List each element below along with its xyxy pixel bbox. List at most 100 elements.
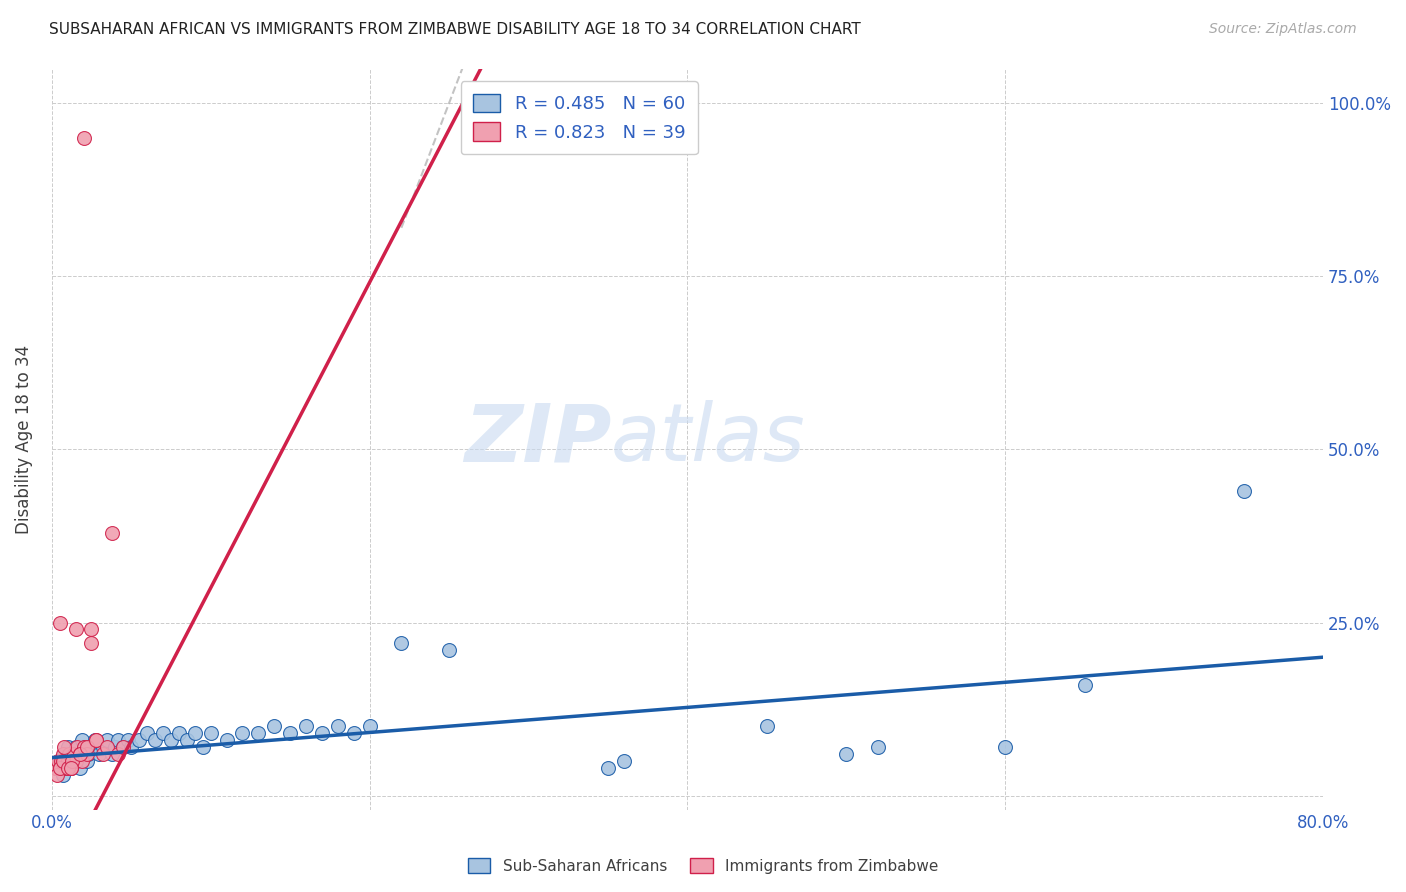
Point [58, 747, 80, 761]
Point [278, 726, 301, 740]
Point [51, 754, 73, 768]
Point [120, 740, 142, 755]
Point [72, 747, 94, 761]
Point [263, 719, 285, 733]
Point [67, 747, 90, 761]
Point [62, 754, 84, 768]
Y-axis label: Disability Age 18 to 34: Disability Age 18 to 34 [15, 344, 32, 533]
Point [112, 740, 135, 755]
Point [107, 747, 129, 761]
Point [89, 747, 111, 761]
Point [359, 719, 381, 733]
Point [56, 754, 79, 768]
Point [53, 754, 76, 768]
Point [69, 747, 91, 761]
Point [96, 740, 118, 755]
Point [48, 761, 70, 775]
Point [176, 733, 198, 747]
Point [868, 740, 890, 755]
Point [84, 733, 107, 747]
Point [56, 754, 79, 768]
Point [66, 754, 89, 768]
Point [66, 740, 89, 755]
Point [247, 726, 270, 740]
Point [69, 747, 91, 761]
Point [389, 636, 412, 650]
Point [52, 768, 75, 782]
Point [76, 754, 98, 768]
Point [55, 761, 77, 775]
Legend: Sub-Saharan Africans, Immigrants from Zimbabwe: Sub-Saharan Africans, Immigrants from Zi… [461, 852, 945, 880]
Point [835, 747, 858, 761]
Point [56, 761, 79, 775]
Point [59, 761, 82, 775]
Point [326, 719, 349, 733]
Point [70, 733, 93, 747]
Point [46, 754, 69, 768]
Point [215, 733, 238, 747]
Text: ZIP: ZIP [464, 400, 612, 478]
Point [91, 740, 114, 755]
Text: SUBSAHARAN AFRICAN VS IMMIGRANTS FROM ZIMBABWE DISABILITY AGE 18 TO 34 CORRELATI: SUBSAHARAN AFRICAN VS IMMIGRANTS FROM ZI… [49, 22, 860, 37]
Point [80, 636, 103, 650]
Point [44, 761, 66, 775]
Point [83, 733, 105, 747]
Point [59, 761, 82, 775]
Point [53, 747, 76, 761]
Point [45, 768, 67, 782]
Point [117, 733, 139, 747]
Point [53, 740, 76, 755]
Point [52, 747, 75, 761]
Point [45, 761, 67, 775]
Point [112, 740, 135, 755]
Point [72, 740, 94, 755]
Point [55, 761, 77, 775]
Point [200, 726, 222, 740]
Point [75, 740, 97, 755]
Point [80, 623, 103, 637]
Point [107, 733, 129, 747]
Point [72, 130, 94, 145]
Point [437, 643, 460, 657]
Point [143, 733, 166, 747]
Point [343, 726, 366, 740]
Point [48, 615, 70, 630]
Point [65, 740, 87, 755]
Point [1233, 483, 1256, 498]
Point [59, 761, 82, 775]
Point [160, 733, 183, 747]
Point [231, 726, 253, 740]
Point [136, 726, 159, 740]
Point [596, 761, 619, 775]
Point [104, 740, 127, 755]
Point [62, 754, 84, 768]
Point [84, 733, 107, 747]
Point [167, 726, 190, 740]
Point [76, 740, 98, 755]
Point [77, 747, 100, 761]
Legend: R = 0.485   N = 60, R = 0.823   N = 39: R = 0.485 N = 60, R = 0.823 N = 39 [461, 81, 699, 154]
Point [48, 761, 70, 775]
Point [70, 754, 93, 768]
Point [101, 525, 124, 540]
Point [613, 754, 636, 768]
Point [152, 726, 174, 740]
Point [191, 740, 214, 755]
Point [80, 740, 103, 755]
Text: atlas: atlas [612, 400, 806, 478]
Point [101, 747, 124, 761]
Point [76, 747, 98, 761]
Point [755, 719, 778, 733]
Point [63, 747, 86, 761]
Point [56, 740, 79, 755]
Point [48, 754, 70, 768]
Point [69, 761, 91, 775]
Point [1074, 678, 1097, 692]
Text: Source: ZipAtlas.com: Source: ZipAtlas.com [1209, 22, 1357, 37]
Point [91, 747, 114, 761]
Point [311, 726, 333, 740]
Point [65, 754, 87, 768]
Point [128, 733, 150, 747]
Point [52, 754, 75, 768]
Point [63, 754, 86, 768]
